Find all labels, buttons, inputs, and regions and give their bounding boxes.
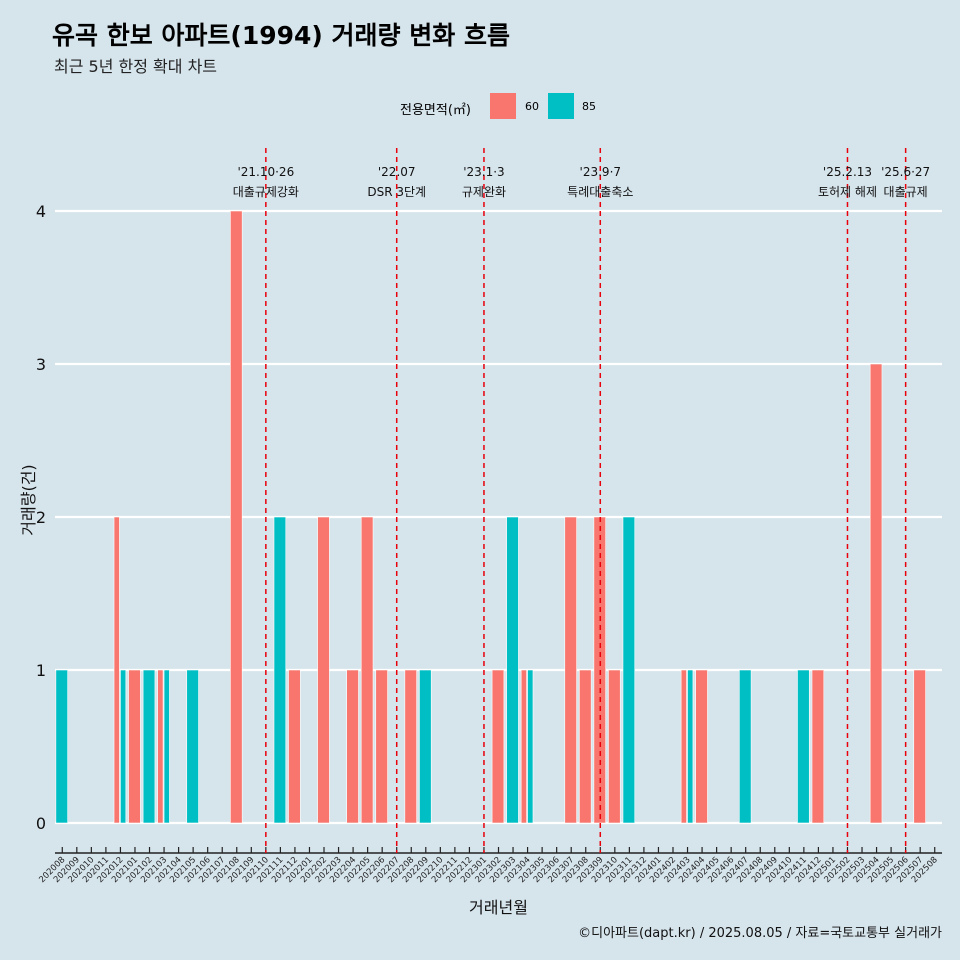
legend-label-85: 85 <box>582 100 596 113</box>
annotation-label-202207: DSR 3단계 <box>367 185 426 199</box>
chart-title: 유곡 한보 아파트(1994) 거래량 변화 흐름 <box>52 21 510 50</box>
source-caption: ©디아파트(dapt.kr) / 2025.08.05 / 자료=국토교통부 실… <box>578 926 942 941</box>
bar-85-202311 <box>622 516 636 824</box>
bar-60-202103 <box>157 669 164 824</box>
annotation-label-202110: 대출규제강화 <box>233 185 299 199</box>
bar-60-202112 <box>288 669 301 824</box>
bar-60-202412 <box>811 669 825 824</box>
bar-60-202307 <box>564 516 577 824</box>
bar-85-202105 <box>186 669 199 824</box>
bar-60-202310 <box>608 669 621 824</box>
bar-85-202407 <box>738 669 752 824</box>
bar-60-202204 <box>346 669 359 824</box>
annotation-label-202309: 특례대출축소 <box>567 185 633 199</box>
annotation-date-202309: '23.9·7 <box>580 165 621 179</box>
y-tick-label-3: 3 <box>36 355 46 374</box>
legend-key-85 <box>548 93 574 119</box>
annotation-date-202110: '21.10·26 <box>237 165 294 179</box>
legend-label-60: 60 <box>525 100 539 113</box>
annotation-label-202301: 규제완화 <box>462 185 506 199</box>
y-axis-title: 거래량(건) <box>19 464 38 535</box>
bar-60-202108 <box>230 210 243 824</box>
x-axis-title: 거래년월 <box>469 898 528 917</box>
bar-60-202101 <box>128 669 141 824</box>
bar-60-202208 <box>404 669 417 824</box>
bar-85-202411 <box>797 669 810 824</box>
y-tick-label-0: 0 <box>36 814 46 833</box>
bar-60-202202 <box>317 516 330 824</box>
bar-85-202012 <box>120 669 127 824</box>
chart-subtitle: 최근 5년 한정 확대 차트 <box>54 57 218 76</box>
annotation-date-202506: '25.6·27 <box>881 165 930 179</box>
legend-title: 전용면적(㎡) <box>400 103 471 118</box>
bar-60-202012 <box>113 516 120 824</box>
y-tick-label-4: 4 <box>36 202 46 221</box>
bar-60-202403 <box>680 669 687 824</box>
annotation-date-202502: '25.2.13 <box>823 165 872 179</box>
bar-85-202209 <box>419 669 432 824</box>
annotation-label-202502: 토허제 해제 <box>818 185 877 199</box>
bar-85-202008 <box>55 669 68 824</box>
bar-60-202304 <box>520 669 527 824</box>
legend-key-60 <box>490 93 516 119</box>
bar-60-202206 <box>375 669 388 824</box>
bar-60-202302 <box>491 669 505 824</box>
bar-85-202103 <box>163 669 170 824</box>
bar-60-202404 <box>695 669 708 824</box>
annotation-date-202301: '23.1·3 <box>463 165 504 179</box>
y-tick-label-2: 2 <box>36 508 46 527</box>
bar-60-202507 <box>913 669 926 824</box>
y-tick-label-1: 1 <box>36 661 46 680</box>
bar-60-202205 <box>360 516 374 824</box>
bar-60-202308 <box>579 669 592 824</box>
bar-85-202303 <box>506 516 519 824</box>
bar-85-202304 <box>527 669 534 824</box>
bar-85-202111 <box>273 516 287 824</box>
bar-60-202504 <box>869 363 883 824</box>
bar-85-202403 <box>687 669 694 824</box>
annotation-date-202207: '22.07 <box>378 165 416 179</box>
bar-85-202102 <box>142 669 156 824</box>
legend: 전용면적(㎡) 60 85 <box>0 93 960 121</box>
annotation-label-202506: 대출규제 <box>884 185 928 199</box>
